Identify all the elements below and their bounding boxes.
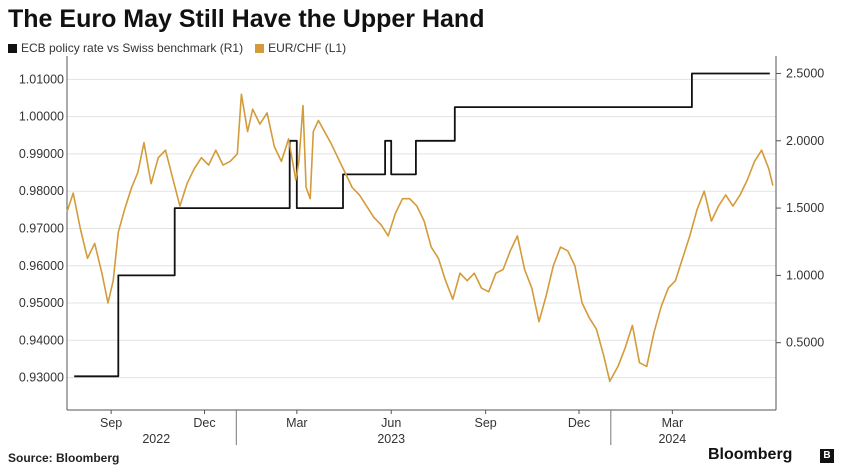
x-axis-tick-label: Mar bbox=[662, 416, 684, 430]
left-axis-tick-label: 0.95000 bbox=[19, 296, 64, 310]
brand-logo: Bloomberg bbox=[708, 446, 793, 463]
right-axis-tick-label: 2.5000 bbox=[786, 66, 824, 80]
left-axis-tick-label: 0.98000 bbox=[19, 184, 64, 198]
right-axis-tick-label: 2.0000 bbox=[786, 134, 824, 148]
right-axis-tick-label: 1.5000 bbox=[786, 201, 824, 215]
right-axis-tick-label: 0.5000 bbox=[786, 336, 824, 350]
legend-item-eurchf: EUR/CHF (L1) bbox=[255, 41, 346, 55]
left-axis-tick-label: 1.00000 bbox=[19, 110, 64, 124]
x-axis-year-label: 2022 bbox=[142, 432, 170, 446]
brand-badge-icon: B bbox=[820, 449, 834, 463]
x-axis-year-label: 2023 bbox=[377, 432, 405, 446]
left-axis-tick-label: 0.93000 bbox=[19, 371, 64, 385]
legend-label-eurchf: EUR/CHF (L1) bbox=[268, 41, 347, 55]
x-axis-tick-label: Mar bbox=[286, 416, 308, 430]
x-axis-tick-label: Jun bbox=[381, 416, 401, 430]
left-axis-tick-label: 0.97000 bbox=[19, 221, 64, 235]
left-axis-tick-label: 0.96000 bbox=[19, 259, 64, 273]
left-axis-tick-label: 0.94000 bbox=[19, 333, 64, 347]
series-line-ecb-rate bbox=[74, 72, 770, 378]
right-axis-tick-label: 1.0000 bbox=[786, 268, 824, 282]
chart-legend: ECB policy rate vs Swiss benchmark (R1) … bbox=[8, 41, 358, 55]
x-axis-tick-label: Sep bbox=[475, 416, 497, 430]
left-axis-tick-label: 1.01000 bbox=[19, 72, 64, 86]
left-axis-tick-label: 0.99000 bbox=[19, 147, 64, 161]
legend-item-ecb: ECB policy rate vs Swiss benchmark (R1) bbox=[8, 41, 243, 55]
legend-swatch-eurchf bbox=[255, 43, 265, 53]
legend-swatch-ecb bbox=[8, 43, 17, 53]
legend-label-ecb: ECB policy rate vs Swiss benchmark (R1) bbox=[21, 41, 244, 55]
series-line-eurchf bbox=[66, 93, 774, 383]
x-axis-year-label: 2024 bbox=[658, 432, 686, 446]
chart-title: The Euro May Still Have the Upper Hand bbox=[8, 5, 485, 33]
x-axis-tick-label: Dec bbox=[568, 416, 590, 430]
x-axis-tick-label: Dec bbox=[193, 416, 215, 430]
source-note: Source: Bloomberg bbox=[8, 451, 120, 465]
x-axis-tick-label: Sep bbox=[100, 416, 122, 430]
